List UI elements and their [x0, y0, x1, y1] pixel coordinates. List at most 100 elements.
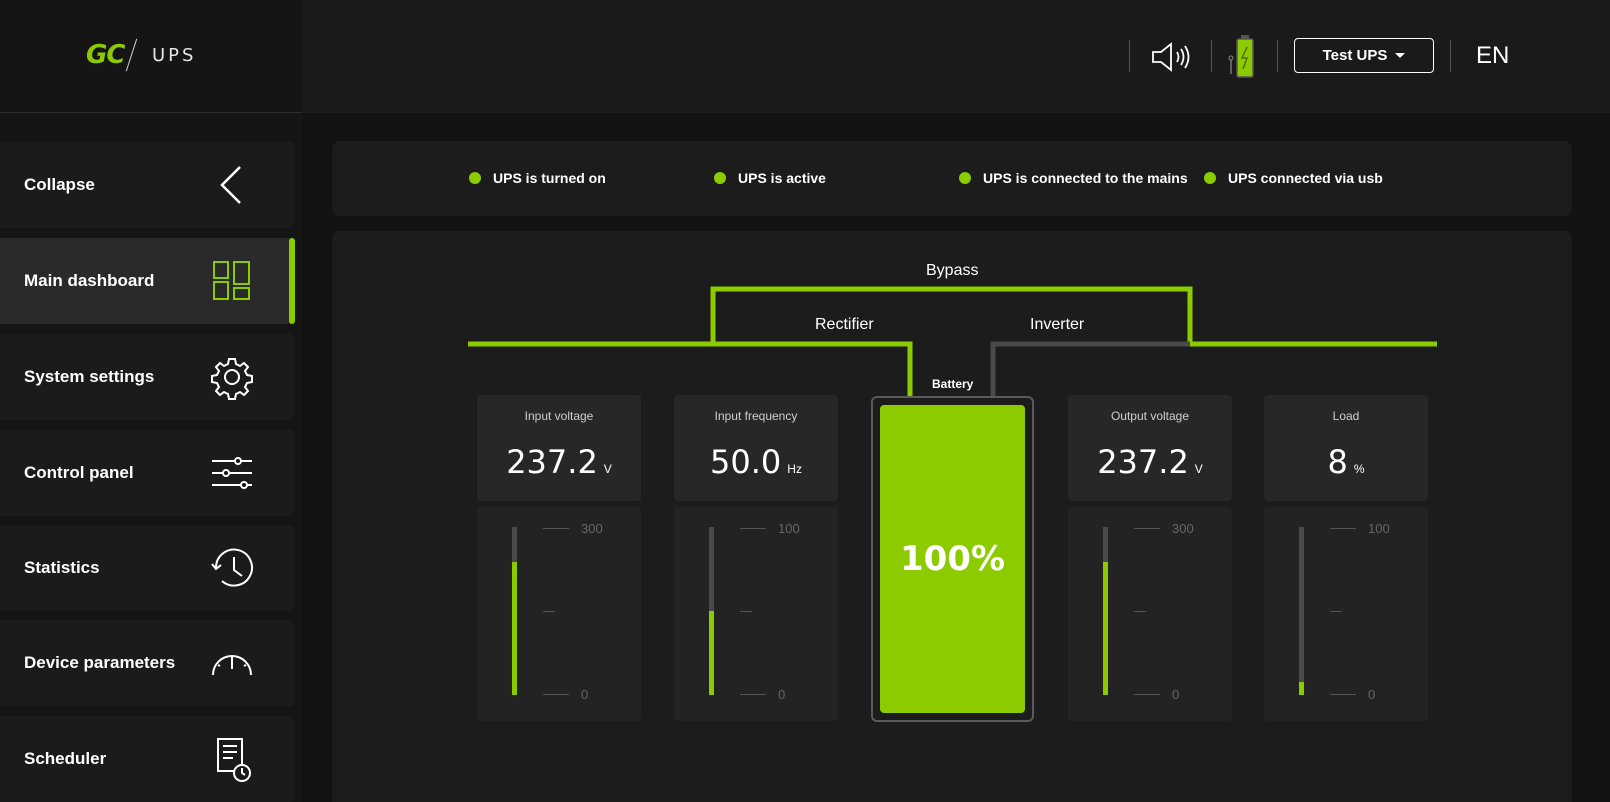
card-value: 237.2 V: [1068, 443, 1232, 481]
gauge-tick: [1134, 694, 1160, 695]
rectifier-label: Rectifier: [815, 316, 874, 333]
gauge-tick: [740, 694, 766, 695]
sidebar-item-label: Control panel: [24, 463, 134, 482]
status-text: UPS is active: [738, 170, 826, 186]
sidebar-item-statistics[interactable]: Statistics: [0, 525, 294, 611]
gauge-max-label: 100: [778, 521, 800, 536]
gauge-fill: [709, 611, 714, 695]
status-item: UPS is active: [714, 170, 826, 186]
battery-label: Battery: [932, 377, 974, 391]
card-value: 8%: [1264, 443, 1428, 481]
top-header: Test UPS EN: [302, 0, 1610, 113]
status-text: UPS is connected to the mains: [983, 170, 1188, 186]
gauge-max-label: 100: [1368, 521, 1390, 536]
gauge-tick: [543, 611, 555, 612]
gauge-tick: [1134, 611, 1146, 612]
logo-product: UPS: [152, 45, 197, 66]
header-divider: [1277, 40, 1278, 72]
bypass-line: [710, 286, 1193, 344]
value-unit: V: [1194, 462, 1203, 476]
sidebar-item-device-parameters[interactable]: Device parameters: [0, 620, 294, 706]
value-number: 8: [1327, 443, 1348, 481]
sidebar-item-label: Device parameters: [24, 653, 176, 672]
sidebar-item-label: Scheduler: [24, 749, 107, 768]
sidebar-item-collapse[interactable]: Collapse: [0, 142, 294, 228]
chevron-down-icon: [1395, 53, 1406, 58]
card-value: 50.0 Hz: [674, 443, 838, 481]
input-voltage-card: Input voltage 237.2 V 300 0: [477, 395, 641, 721]
value-number: 237.2: [1097, 443, 1189, 481]
gauge-fill: [1103, 562, 1108, 695]
gauge-min-label: 0: [581, 687, 589, 702]
gauge-tick: [543, 694, 569, 695]
document-clock-icon: [217, 738, 251, 782]
sidebar-item-scheduler[interactable]: Scheduler: [0, 716, 294, 802]
header-divider: [1450, 40, 1451, 72]
logo-divider: [125, 38, 138, 72]
gauge-max-label: 300: [581, 521, 603, 536]
gauge-tick: [740, 528, 766, 529]
value-number: 237.2: [506, 443, 598, 481]
card-title: Input frequency: [714, 409, 798, 423]
gauge-icon: [212, 655, 252, 676]
gauge-tick: [1330, 528, 1356, 529]
gauge-track: [512, 527, 517, 695]
card-header: Output voltage 237.2 V: [1068, 395, 1232, 501]
value-unit: V: [603, 462, 612, 476]
gauge-tick: [740, 611, 752, 612]
sidebar-item-label: Main dashboard: [24, 271, 155, 290]
gauge-min-label: 0: [1172, 687, 1180, 702]
chevron-left-icon: [220, 166, 241, 204]
sidebar-item-label: Collapse: [24, 175, 95, 194]
logo-mark: GC: [86, 40, 125, 70]
status-dot: [469, 172, 481, 184]
gauge-fill: [512, 562, 517, 695]
sidebar-item-control-panel[interactable]: Control panel: [0, 430, 294, 516]
card-header: Input voltage 237.2 V: [477, 395, 641, 501]
gauge: 100 0: [1264, 507, 1428, 721]
sidebar-item-main-dashboard[interactable]: Main dashboard: [0, 238, 295, 324]
device-select-value: Test UPS: [1322, 47, 1388, 64]
input-frequency-card: Input frequency 50.0 Hz 100 0: [674, 395, 838, 721]
gauge-tick: [543, 528, 569, 529]
language-selector[interactable]: EN: [1476, 42, 1510, 69]
header-divider: [1129, 40, 1130, 72]
status-dot: [959, 172, 971, 184]
status-text: UPS connected via usb: [1228, 170, 1383, 186]
logo: GC UPS: [0, 0, 302, 113]
battery-charging-icon[interactable]: [1227, 34, 1263, 78]
bypass-label: Bypass: [926, 262, 979, 279]
card-header: Input frequency 50.0 Hz: [674, 395, 838, 501]
load-card: Load 8% 100 0: [1264, 395, 1428, 721]
battery-percentage: 100%: [899, 539, 1006, 579]
gauge: 300 0: [1068, 507, 1232, 721]
speaker-icon[interactable]: [1150, 40, 1194, 74]
power-flow-diagram: [468, 286, 1437, 396]
gauge-min-label: 0: [1368, 687, 1376, 702]
card-title: Output voltage: [1110, 409, 1190, 423]
gauge-fill: [1299, 681, 1304, 695]
status-dot: [714, 172, 726, 184]
value-unit: %: [1353, 462, 1365, 476]
gauge-tick: [1330, 611, 1342, 612]
device-select[interactable]: Test UPS: [1294, 38, 1434, 73]
sidebar-item-system-settings[interactable]: System settings: [0, 334, 294, 420]
status-item: UPS is connected to the mains: [959, 170, 1188, 186]
status-dot: [1204, 172, 1216, 184]
gauge-tick: [1134, 528, 1160, 529]
value-number: 50.0: [710, 443, 782, 481]
header-divider: [1211, 40, 1212, 72]
gauge-max-label: 300: [1172, 521, 1194, 536]
status-item: UPS connected via usb: [1204, 170, 1383, 186]
gear-icon: [211, 358, 253, 400]
gauge-tick: [1330, 694, 1356, 695]
card-header: Load 8%: [1264, 395, 1428, 501]
inverter-line: [990, 341, 1190, 396]
gauge: 100 0: [674, 507, 838, 721]
value-unit: Hz: [787, 462, 802, 476]
gauge-track: [1299, 527, 1304, 695]
status-text: UPS is turned on: [493, 170, 606, 186]
dashboard-grid-icon: [213, 261, 250, 300]
gauge-track: [1103, 527, 1108, 695]
gauge: 300 0: [477, 507, 641, 721]
